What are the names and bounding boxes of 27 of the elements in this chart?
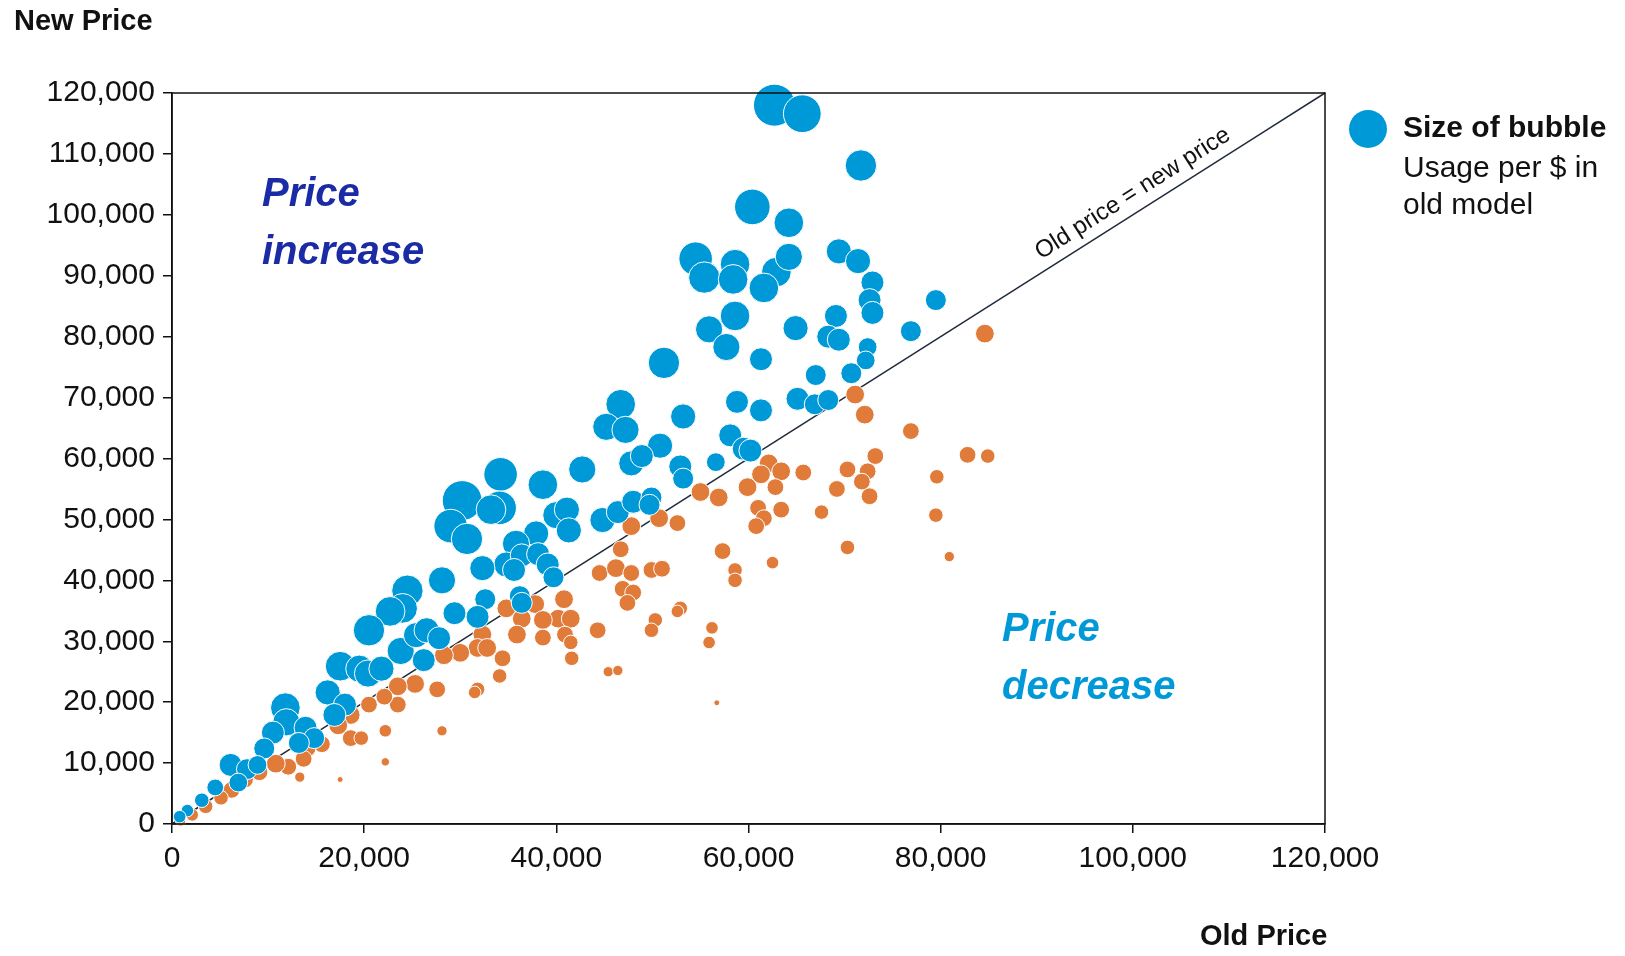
y-tick-label: 60,000	[63, 439, 155, 473]
x-tick-label: 120,000	[1270, 840, 1380, 874]
annotation: Price decrease	[1002, 604, 1177, 709]
y-tick-label: 10,000	[63, 744, 155, 778]
y-tick-label: 90,000	[63, 257, 155, 291]
text: Usage per $ in old model	[1403, 149, 1600, 222]
y-tick-label: 70,000	[63, 378, 155, 412]
x-tick-label: 100,000	[1078, 840, 1188, 874]
x-tick-label: 60,000	[702, 840, 795, 874]
y-tick-label: 80,000	[63, 317, 155, 351]
legend-title: Size of bubble	[1403, 110, 1607, 144]
y-tick-label: 0	[138, 805, 155, 839]
x-tick-label: 20,000	[318, 840, 411, 874]
y-tick-label: 40,000	[63, 561, 155, 595]
annotation: Old price = new price	[1029, 120, 1235, 264]
y-tick-label: 30,000	[63, 622, 155, 656]
x-tick-label: 80,000	[894, 840, 987, 874]
x-axis-title: Old Price	[1200, 919, 1328, 952]
annotation: Price increase	[262, 169, 426, 274]
x-tick-label: 0	[163, 840, 181, 874]
y-tick-label: 110,000	[48, 135, 155, 169]
y-axis-title: New Price	[14, 4, 153, 37]
y-tick-label: 20,000	[63, 683, 155, 717]
x-tick-label: 40,000	[510, 840, 603, 874]
y-tick-label: 100,000	[46, 196, 155, 230]
y-tick-label: 50,000	[63, 500, 155, 534]
y-tick-label: 120,000	[46, 74, 155, 108]
